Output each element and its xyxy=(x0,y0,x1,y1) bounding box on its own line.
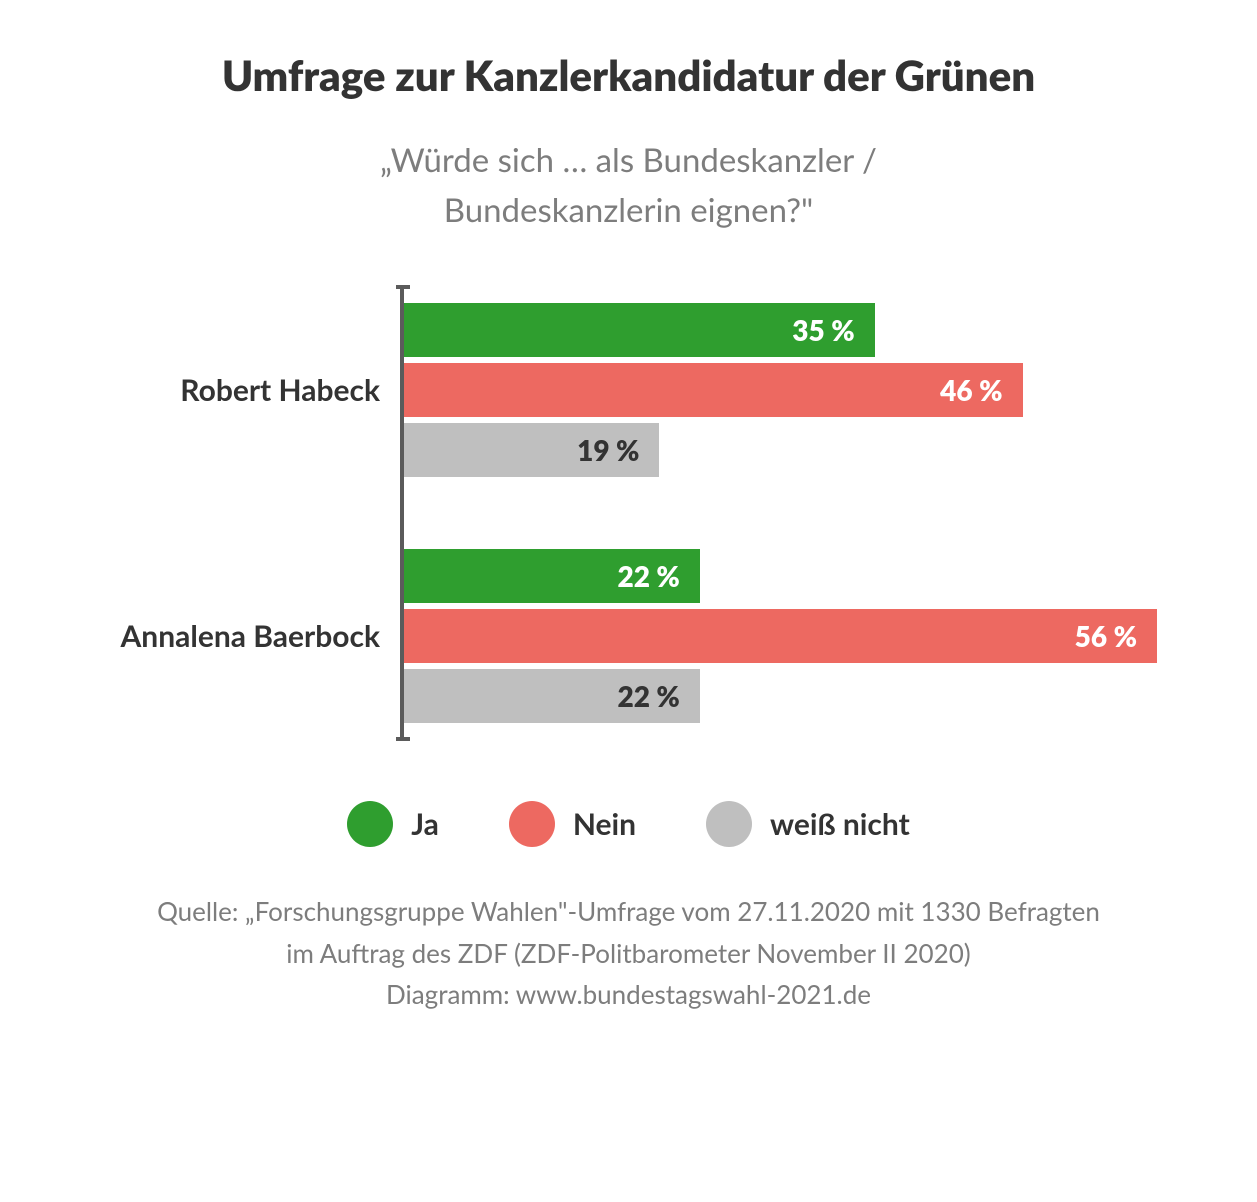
legend-item-ja: Ja xyxy=(347,801,439,847)
chart-title: Umfrage zur Kanzlerkandidatur der Grünen xyxy=(60,50,1197,100)
subtitle-line-2: Bundeskanzlerin eignen?" xyxy=(444,190,814,230)
category-label: Annalena Baerbock xyxy=(100,618,380,654)
footer-line-1: Quelle: „Forschungsgruppe Wahlen"-Umfrag… xyxy=(60,891,1197,933)
bar-weiss-nicht: 22 % xyxy=(404,669,700,723)
chart-container: Umfrage zur Kanzlerkandidatur der Grünen… xyxy=(0,0,1257,1202)
bar-group: Annalena Baerbock 22 % 56 % 22 % xyxy=(400,531,1157,741)
bar-value: 46 % xyxy=(940,373,1002,407)
legend-swatch xyxy=(706,801,752,847)
bar-value: 22 % xyxy=(617,679,679,713)
bar-value: 35 % xyxy=(792,313,854,347)
bar-value: 22 % xyxy=(617,559,679,593)
legend-label: Ja xyxy=(411,806,439,842)
footer-line-3: Diagramm: www.bundestagswahl-2021.de xyxy=(60,974,1197,1016)
bar-ja: 22 % xyxy=(404,549,700,603)
bar-chart: Robert Habeck 35 % 46 % 19 % Annalena Ba… xyxy=(100,285,1157,741)
legend-swatch xyxy=(509,801,555,847)
bar-group: Robert Habeck 35 % 46 % 19 % xyxy=(400,285,1157,495)
chart-subtitle: „Würde sich … als Bundeskanzler / Bundes… xyxy=(60,136,1197,235)
bar-value: 19 % xyxy=(577,433,639,467)
legend-swatch xyxy=(347,801,393,847)
category-label: Robert Habeck xyxy=(100,372,380,408)
bar-nein: 46 % xyxy=(404,363,1023,417)
legend-label: weiß nicht xyxy=(770,806,910,842)
bar-value: 56 % xyxy=(1075,619,1137,653)
legend-label: Nein xyxy=(573,806,636,842)
bar-ja: 35 % xyxy=(404,303,875,357)
bar-nein: 56 % xyxy=(404,609,1157,663)
legend-item-weiss-nicht: weiß nicht xyxy=(706,801,910,847)
axis-tick-bottom xyxy=(396,737,410,741)
subtitle-line-1: „Würde sich … als Bundeskanzler / xyxy=(380,140,877,180)
bar-weiss-nicht: 19 % xyxy=(404,423,659,477)
legend-item-nein: Nein xyxy=(509,801,636,847)
source-footer: Quelle: „Forschungsgruppe Wahlen"-Umfrag… xyxy=(60,891,1197,1016)
legend: Ja Nein weiß nicht xyxy=(60,801,1197,847)
footer-line-2: im Auftrag des ZDF (ZDF-Politbarometer N… xyxy=(60,933,1197,975)
